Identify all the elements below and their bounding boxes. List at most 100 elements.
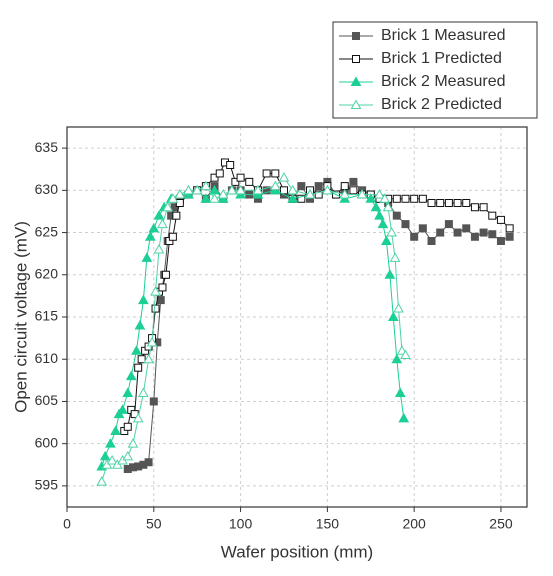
data-point — [96, 476, 108, 486]
data-point — [505, 224, 514, 233]
data-point — [146, 336, 158, 347]
y-tick-label: 630 — [35, 181, 59, 197]
data-point — [157, 218, 168, 229]
data-point — [356, 189, 368, 199]
legend-marker — [352, 55, 360, 63]
data-point — [370, 201, 382, 212]
data-point — [278, 172, 290, 182]
data-point — [410, 232, 419, 241]
data-point — [462, 224, 471, 233]
y-tick-label: 610 — [35, 350, 59, 366]
data-point — [479, 203, 488, 212]
data-point — [252, 184, 264, 195]
x-tick-label: 50 — [146, 516, 162, 532]
data-point — [153, 243, 165, 254]
data-point — [200, 180, 212, 191]
data-point — [132, 412, 144, 423]
data-point — [374, 210, 385, 220]
data-point — [377, 218, 389, 229]
data-point — [314, 190, 323, 199]
series-line — [101, 189, 405, 467]
data-point — [386, 227, 397, 237]
data-point — [470, 203, 479, 212]
data-point — [215, 169, 224, 178]
y-tick-label: 635 — [35, 139, 59, 155]
data-point — [127, 438, 139, 448]
data-point — [134, 363, 143, 372]
data-point — [365, 193, 377, 203]
data-point — [153, 210, 165, 220]
data-point — [170, 203, 179, 212]
x-tick-label: 150 — [316, 516, 340, 532]
data-point — [401, 194, 410, 203]
data-point — [117, 404, 128, 414]
x-tick-label: 200 — [402, 516, 426, 532]
data-point — [209, 193, 220, 203]
data-point — [314, 182, 323, 191]
data-point — [304, 189, 316, 199]
data-point — [349, 177, 358, 186]
data-point — [436, 199, 445, 207]
legend-marker — [352, 32, 360, 40]
data-point — [391, 353, 403, 364]
data-point — [210, 173, 219, 182]
data-point — [401, 220, 410, 229]
data-point — [131, 345, 142, 355]
data-point — [149, 397, 158, 406]
data-point — [168, 232, 177, 241]
data-point — [110, 425, 121, 435]
data-point — [453, 228, 462, 237]
data-point — [99, 450, 111, 461]
legend-box — [332, 21, 538, 119]
data-point — [382, 201, 394, 212]
legend-label: Brick 1 Predicted — [381, 50, 502, 67]
data-point — [488, 211, 497, 220]
x-tick-label: 250 — [489, 516, 513, 532]
plot-frame — [66, 126, 528, 508]
data-point — [122, 387, 134, 397]
data-point — [226, 184, 238, 195]
data-point — [269, 180, 281, 191]
data-point — [262, 186, 271, 195]
data-point — [479, 228, 488, 237]
data-point — [143, 353, 154, 364]
y-axis-title: Open circuit voltage (mV) — [11, 221, 30, 413]
data-point — [444, 220, 453, 229]
data-point — [349, 186, 358, 195]
data-point — [262, 169, 271, 178]
data-point — [144, 231, 156, 241]
data-point — [427, 237, 436, 245]
data-point — [200, 193, 212, 203]
data-point — [505, 232, 514, 241]
data-point — [172, 211, 181, 220]
data-point — [297, 182, 306, 191]
legend: Brick 1 Measured Brick 1 Predicted Brick 2… — [332, 21, 538, 119]
data-point — [462, 199, 471, 207]
data-point — [162, 201, 174, 212]
y-tick-label: 620 — [35, 265, 59, 281]
legend-label: Brick 1 Measured — [381, 27, 506, 44]
data-point — [122, 450, 134, 461]
data-point — [279, 186, 288, 195]
data-point — [436, 228, 445, 237]
data-point — [183, 184, 194, 195]
data-point — [387, 311, 399, 321]
data-point — [236, 173, 245, 182]
data-point — [389, 252, 401, 262]
data-point — [410, 194, 419, 203]
data-point — [393, 303, 404, 313]
data-point — [138, 294, 149, 305]
data-point — [231, 177, 240, 186]
legend-label: Brick 2 Measured — [381, 73, 506, 90]
data-point — [496, 215, 505, 224]
data-point — [297, 194, 306, 203]
data-point — [144, 458, 153, 467]
y-tick-label: 625 — [35, 223, 59, 239]
data-point — [106, 455, 118, 465]
data-point — [141, 252, 153, 262]
data-point — [394, 387, 406, 397]
data-point — [217, 189, 229, 199]
data-point — [245, 177, 254, 186]
data-point — [400, 349, 411, 359]
data-point — [392, 211, 401, 220]
